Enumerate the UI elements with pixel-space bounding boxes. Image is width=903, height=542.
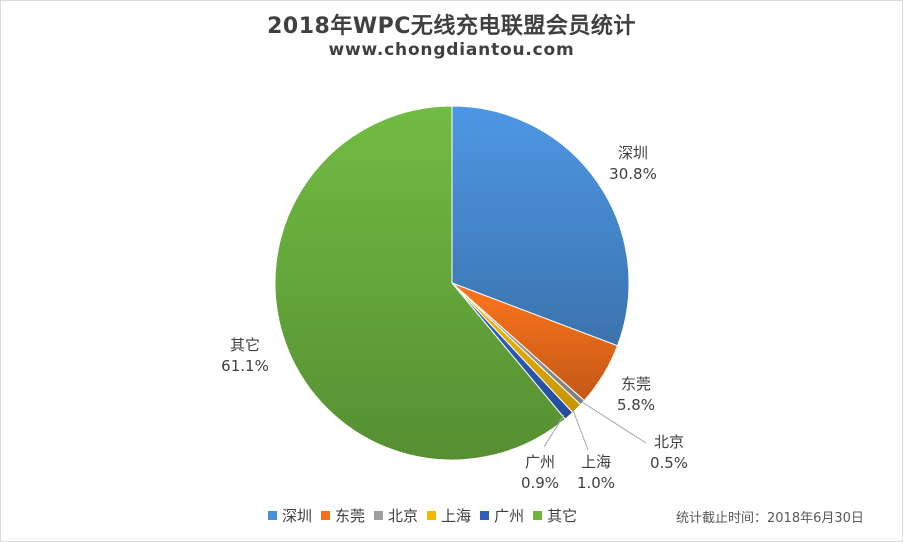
legend-swatch-dongguan <box>321 510 331 520</box>
pie-slice-other <box>274 105 566 461</box>
legend-swatch-guangzhou <box>480 510 490 520</box>
slice-value-label-dongguan: 5.8% <box>617 396 655 414</box>
legend-item-other: 其它 <box>533 505 577 526</box>
legend-swatch-other <box>533 510 543 520</box>
legend-item-shenzhen: 深圳 <box>268 505 312 526</box>
slice-value-label-guangzhou: 0.9% <box>521 474 559 492</box>
slice-value-label-beijing: 0.5% <box>650 454 688 472</box>
legend-label-guangzhou: 广州 <box>494 506 525 525</box>
slice-category-label-other: 其它 <box>230 336 260 354</box>
legend-swatch-shenzhen <box>268 510 277 520</box>
legend-label-beijing: 北京 <box>388 506 419 525</box>
legend-label-shenzhen: 深圳 <box>282 506 313 525</box>
slice-value-label-shanghai: 1.0% <box>577 474 615 492</box>
legend-item-dongguan: 东莞 <box>321 505 365 526</box>
pie-slice-shenzhen <box>451 105 630 347</box>
slice-category-label-shanghai: 上海 <box>581 453 611 471</box>
legend-swatch-shanghai <box>427 510 437 520</box>
legend-label-shanghai: 上海 <box>441 506 472 525</box>
legend-label-dongguan: 东莞 <box>335 506 366 525</box>
slice-category-label-guangzhou: 广州 <box>525 453 555 471</box>
legend-item-guangzhou: 广州 <box>480 505 524 526</box>
legend-swatch-beijing <box>374 510 384 520</box>
leader-line-shanghai <box>572 409 589 451</box>
slice-category-label-shenzhen: 深圳 <box>618 144 648 162</box>
slice-value-label-shenzhen: 30.8% <box>609 165 657 183</box>
chart-subtitle: www.chongdiantou.com <box>328 40 575 60</box>
legend-item-beijing: 北京 <box>374 505 418 526</box>
slice-category-label-dongguan: 东莞 <box>621 375 651 393</box>
legend-item-shanghai: 上海 <box>427 505 471 526</box>
slice-category-label-beijing: 北京 <box>654 433 684 451</box>
legend-label-other: 其它 <box>547 506 578 525</box>
leader-line-beijing <box>581 401 647 444</box>
footer-note: 统计截止时间：2018年6月30日 <box>676 511 864 526</box>
chart-title: 2018年WPC无线充电联盟会员统计 <box>267 14 636 39</box>
legend: 深圳 东莞 北京 上海 广州 其它 <box>268 504 586 526</box>
leader-line-guangzhou <box>543 414 565 448</box>
slice-value-label-other: 61.1% <box>221 357 269 375</box>
